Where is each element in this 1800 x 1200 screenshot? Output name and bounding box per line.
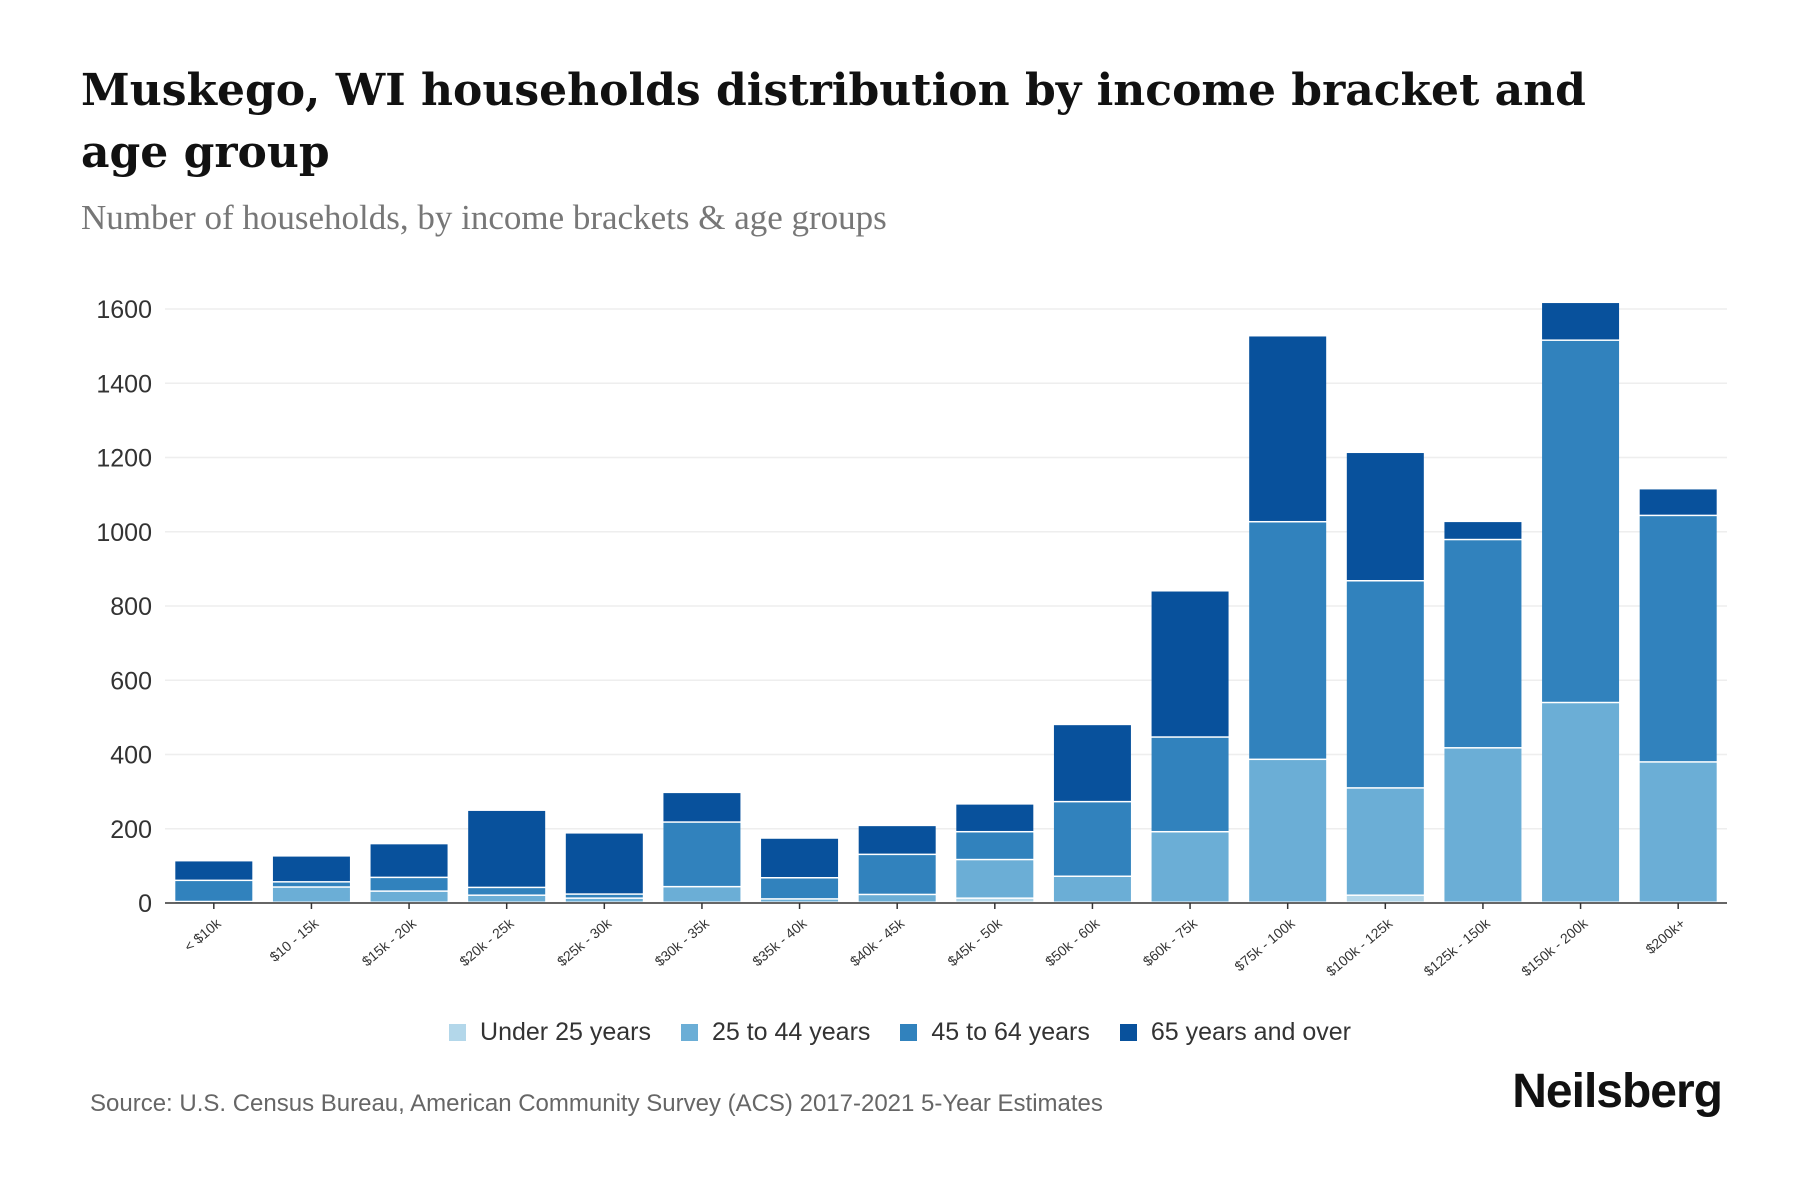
- x-tick-label: $15k - 20k: [359, 914, 420, 969]
- bar-segment: [1444, 540, 1522, 748]
- legend: Under 25 years 25 to 44 years 45 to 64 yea…: [0, 1018, 1800, 1047]
- bar-segment: [858, 855, 936, 894]
- bar-segment: [272, 882, 350, 887]
- bar-segment: [1639, 489, 1717, 515]
- stacked-bar-chart: 0 200 400 600 800 1000 1200 1400 1600 < $10k $10 -…: [96, 296, 1727, 979]
- bar-segment: [175, 861, 253, 880]
- x-tick-label: $100k - 125k: [1323, 914, 1396, 979]
- bar-segment: [1053, 877, 1131, 902]
- y-tick-label: 1400: [96, 370, 152, 398]
- legend-swatch: [449, 1024, 467, 1041]
- bar-segment: [956, 898, 1034, 902]
- legend-item: 25 to 44 years: [680, 1018, 871, 1047]
- y-tick-label: 1600: [96, 296, 152, 324]
- bar-segment: [663, 822, 741, 886]
- bar-segment: [565, 833, 643, 894]
- x-tick-label: $200k+: [1642, 915, 1688, 957]
- bar-segment: [1053, 725, 1131, 801]
- legend-label: 65 years and over: [1150, 1018, 1351, 1046]
- legend-swatch: [680, 1024, 698, 1041]
- legend-swatch: [900, 1024, 918, 1041]
- bar-segment: [468, 810, 546, 887]
- neilsberg-logo: Neilsberg: [1512, 1065, 1723, 1118]
- bar-segment: [1542, 303, 1620, 340]
- bar-segment: [1053, 802, 1131, 876]
- legend-label: 25 to 44 years: [711, 1018, 871, 1046]
- bar-segment: [761, 838, 839, 877]
- bar-segment: [1151, 832, 1229, 902]
- bar-segment: [565, 898, 643, 902]
- bar-segment: [956, 804, 1034, 831]
- bar-segment: [370, 891, 448, 902]
- bar-segment: [663, 793, 741, 822]
- bar-segment: [468, 888, 546, 895]
- bar-segment: [1346, 895, 1424, 902]
- bar-segment: [1346, 453, 1424, 580]
- legend-label: 45 to 64 years: [931, 1018, 1090, 1046]
- bar-segment: [956, 832, 1034, 859]
- y-tick-label: 200: [110, 816, 152, 844]
- source-note: Source: U.S. Census Bureau, American Com…: [90, 1090, 1103, 1117]
- x-tick-label: $25k - 30k: [554, 914, 615, 969]
- bar-segment: [1444, 748, 1522, 902]
- x-tick-label: $35k - 40k: [749, 914, 810, 969]
- bar-segment: [468, 895, 546, 902]
- legend-item: Under 25 years: [449, 1018, 651, 1047]
- x-tick-label: < $10k: [181, 914, 225, 954]
- bar-segment: [272, 887, 350, 902]
- chart-subtitle: Number of households, by income brackets…: [81, 198, 887, 237]
- bar-segment: [761, 899, 839, 902]
- bar-segment: [1346, 581, 1424, 788]
- bar-segment: [1444, 522, 1522, 539]
- chart-title: Muskego, WI households distribution by i…: [81, 65, 1586, 178]
- bar-segment: [1639, 762, 1717, 902]
- bar-segment: [1249, 522, 1327, 759]
- legend-item: 65 years and over: [1119, 1018, 1351, 1047]
- bar-segment: [1249, 760, 1327, 902]
- x-tick-label: $50k - 60k: [1042, 914, 1103, 969]
- bar-segment: [565, 894, 643, 898]
- x-tick-label: $10 - 15k: [266, 914, 322, 964]
- x-tick-label: $20k - 25k: [456, 914, 517, 969]
- bar-segment: [1346, 788, 1424, 895]
- y-tick-label: 600: [110, 667, 152, 695]
- y-tick-label: 0: [138, 890, 152, 918]
- y-tick-label: 1200: [96, 445, 152, 473]
- legend-label: Under 25 years: [480, 1018, 651, 1046]
- bar-segment: [1151, 591, 1229, 737]
- x-tick-label: $125k - 150k: [1421, 914, 1494, 979]
- bar-segment: [370, 878, 448, 891]
- bar-segment: [858, 895, 936, 902]
- x-tick-label: $60k - 75k: [1140, 914, 1201, 969]
- y-tick-label: 1000: [96, 519, 152, 547]
- x-tick-label: $45k - 50k: [944, 914, 1005, 969]
- y-tick-label: 400: [110, 742, 152, 770]
- bar-segment: [370, 844, 448, 877]
- bar-segment: [1151, 737, 1229, 831]
- bar-segment: [175, 881, 253, 901]
- legend-item: 45 to 64 years: [900, 1018, 1090, 1047]
- bar-segment: [1542, 703, 1620, 902]
- bar-segment: [761, 878, 839, 899]
- bar-segment: [1542, 340, 1620, 702]
- bar-segment: [858, 826, 936, 854]
- bar-segment: [956, 860, 1034, 898]
- x-tick-label: $30k - 35k: [652, 914, 713, 969]
- bar-segment: [1639, 516, 1717, 762]
- bar-segment: [663, 887, 741, 902]
- bar-segment: [272, 856, 350, 882]
- x-tick-label: $150k - 200k: [1518, 914, 1591, 979]
- x-tick-label: $40k - 45k: [847, 914, 908, 969]
- bar-segment: [1249, 336, 1327, 521]
- legend-swatch: [1119, 1024, 1137, 1041]
- x-tick-label: $75k - 100k: [1231, 914, 1298, 974]
- y-tick-label: 800: [110, 593, 152, 621]
